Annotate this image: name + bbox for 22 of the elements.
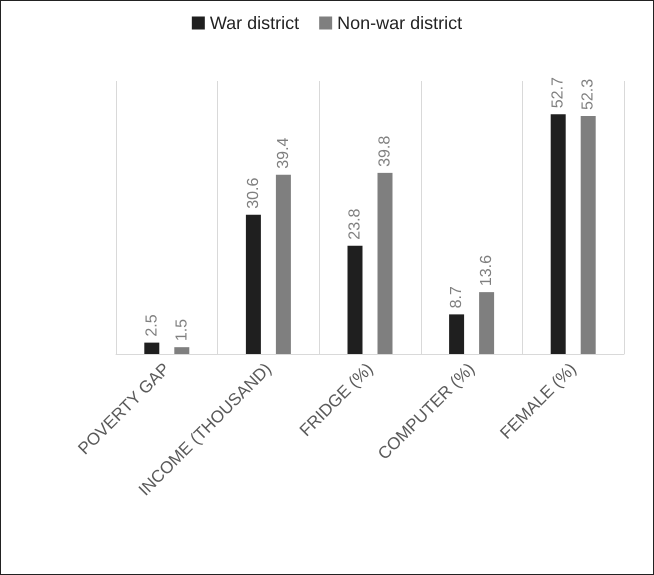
data-label: 52.3	[580, 78, 597, 110]
data-label: 39.8	[376, 136, 394, 167]
bar	[479, 292, 494, 354]
bar	[378, 172, 392, 354]
data-label: 13.6	[478, 254, 496, 286]
legend-label: Non-war district	[337, 13, 462, 33]
data-label: 30.6	[244, 178, 262, 209]
bar	[580, 116, 596, 354]
data-label: 2.5	[143, 314, 160, 337]
bar	[550, 114, 566, 354]
data-label: 52.7	[550, 76, 567, 108]
data-label: 1.5	[173, 318, 190, 342]
data-label: 23.8	[346, 208, 364, 240]
bar	[174, 347, 190, 354]
bar	[449, 314, 464, 354]
bar	[246, 214, 261, 354]
legend-label: War district	[210, 13, 300, 33]
data-label: 8.7	[448, 286, 466, 308]
bar	[276, 174, 291, 354]
data-label: 39.4	[274, 137, 292, 169]
bar	[348, 246, 362, 354]
bar	[144, 342, 160, 354]
